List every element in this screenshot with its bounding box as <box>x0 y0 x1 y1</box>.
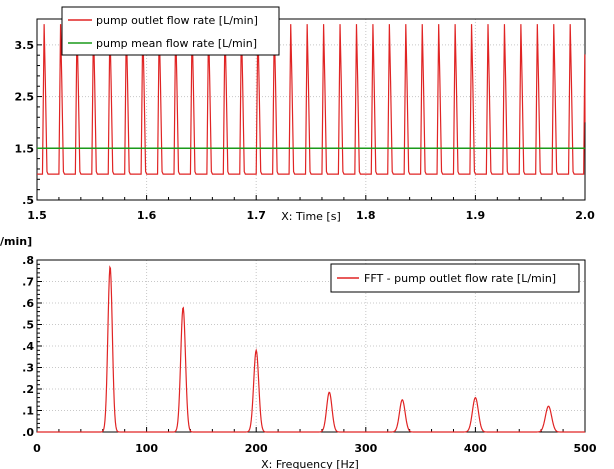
fft-chart-legend-box <box>330 263 580 293</box>
x-tick-label: 200 <box>245 442 268 455</box>
fft-chart-series <box>37 265 585 433</box>
fft-chart-x-axis-title: X: Frequency [Hz] <box>261 458 359 469</box>
series-line-outlet-flow <box>37 24 586 175</box>
legend-label-fft: FFT - pump outlet flow rate [L/min] <box>364 272 556 285</box>
legend-label-mean-flow: pump mean flow rate [L/min] <box>96 37 257 50</box>
x-tick-label: 1.9 <box>466 209 486 222</box>
y-tick-label: .6 <box>22 297 34 310</box>
fft-chart-x-tick-labels: 0 100 200 300 400 500 <box>33 442 597 455</box>
y-tick-label: .1 <box>22 405 34 418</box>
legend-label-outlet-flow: pump outlet flow rate [L/min] <box>96 14 258 27</box>
time-chart-x-axis-title: X: Time [s] <box>281 210 340 223</box>
time-chart: .5 1.5 2.5 3.5 1.5 1.6 1.7 1.8 1.9 2.0 X: Time [… <box>15 6 595 223</box>
x-tick-label: 0 <box>33 442 41 455</box>
x-tick-label: 2.0 <box>575 209 595 222</box>
y-tick-label: 3.5 <box>15 39 35 52</box>
y-tick-label: .5 <box>22 194 34 207</box>
time-chart-legend: pump outlet flow rate [L/min] pump mean … <box>61 6 280 56</box>
x-tick-label: 1.7 <box>246 209 266 222</box>
y-tick-label: .3 <box>22 362 34 375</box>
time-chart-y-tick-labels: .5 1.5 2.5 3.5 <box>15 39 35 207</box>
y-tick-label: .4 <box>22 340 34 353</box>
y-tick-label: 2.5 <box>15 91 35 104</box>
x-tick-label: 500 <box>574 442 597 455</box>
time-chart-legend-box <box>61 6 280 56</box>
fft-chart-y-axis-title: /min] <box>0 235 32 248</box>
series-line-fft <box>37 265 585 433</box>
y-tick-label: .8 <box>22 254 34 267</box>
x-tick-label: 300 <box>354 442 377 455</box>
x-tick-label: 100 <box>135 442 158 455</box>
y-tick-label: .2 <box>22 383 34 396</box>
x-tick-label: 400 <box>464 442 487 455</box>
y-tick-label: .7 <box>22 276 34 289</box>
x-tick-label: 1.8 <box>356 209 376 222</box>
y-tick-label: 1.5 <box>15 142 35 155</box>
x-tick-label: 1.5 <box>27 209 47 222</box>
y-tick-label: .0 <box>22 426 34 439</box>
fft-chart: /min] .0 .1 .2 .3 .4 .5 .6 .7 .8 0 100 200 300 400 50… <box>0 235 597 469</box>
time-chart-series <box>37 24 586 175</box>
fft-chart-y-tick-labels: .0 .1 .2 .3 .4 .5 .6 .7 .8 <box>22 254 34 439</box>
x-tick-label: 1.6 <box>137 209 157 222</box>
y-tick-label: .5 <box>22 319 34 332</box>
fft-chart-legend: FFT - pump outlet flow rate [L/min] <box>330 263 580 293</box>
time-chart-x-tick-labels: 1.5 1.6 1.7 1.8 1.9 2.0 <box>27 209 595 222</box>
